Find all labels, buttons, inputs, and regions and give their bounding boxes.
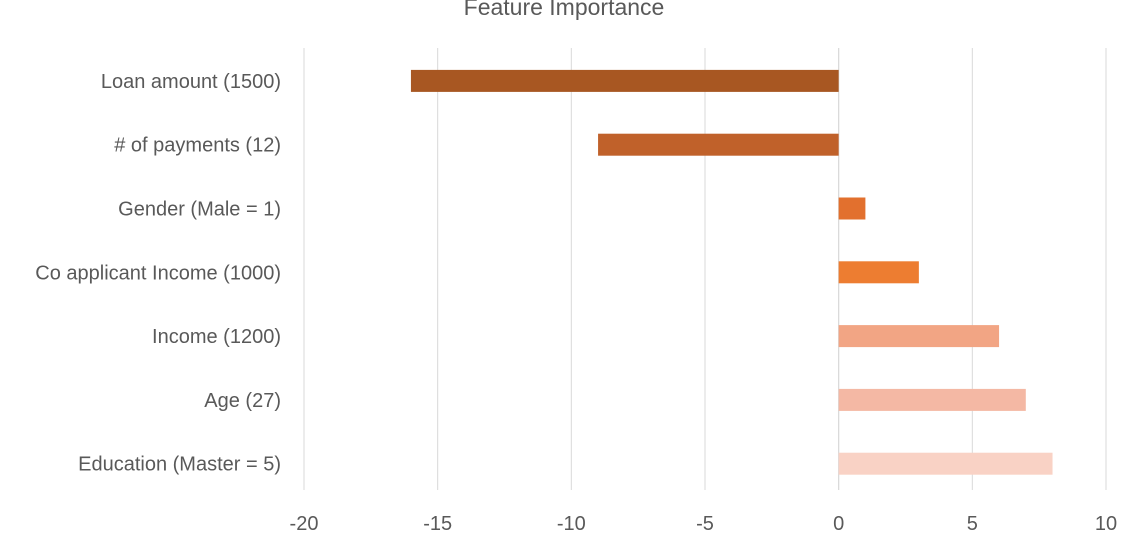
- category-label: Co applicant Income (1000): [35, 262, 281, 284]
- x-tick-label: 0: [833, 513, 844, 535]
- bar: [838, 452, 1053, 475]
- category-label: Age (27): [204, 390, 281, 412]
- x-tick-label: 5: [967, 513, 978, 535]
- bar: [838, 388, 1026, 411]
- bar: [410, 69, 839, 92]
- grid-lines: [303, 48, 1107, 490]
- x-tick-label: -5: [696, 513, 714, 535]
- chart-title: Feature Importance: [463, 0, 665, 20]
- category-label: # of payments (12): [114, 135, 281, 157]
- x-tick-label: -15: [423, 513, 452, 535]
- bar: [838, 325, 1000, 348]
- bar: [598, 133, 839, 156]
- bars: [410, 69, 1053, 475]
- bar: [838, 261, 919, 284]
- category-label: Loan amount (1500): [101, 71, 281, 93]
- category-label: Gender (Male = 1): [118, 199, 281, 221]
- x-axis-ticks: -20 -15 -10 -5 0 5 10: [290, 513, 1118, 535]
- category-label: Income (1200): [152, 326, 281, 348]
- category-labels: Loan amount (1500) # of payments (12) Gend…: [35, 71, 281, 476]
- category-label: Education (Master = 5): [78, 454, 281, 476]
- x-tick-label: -20: [290, 513, 319, 535]
- x-tick-label: -10: [557, 513, 586, 535]
- bar: [838, 197, 866, 220]
- x-tick-label: 10: [1095, 513, 1117, 535]
